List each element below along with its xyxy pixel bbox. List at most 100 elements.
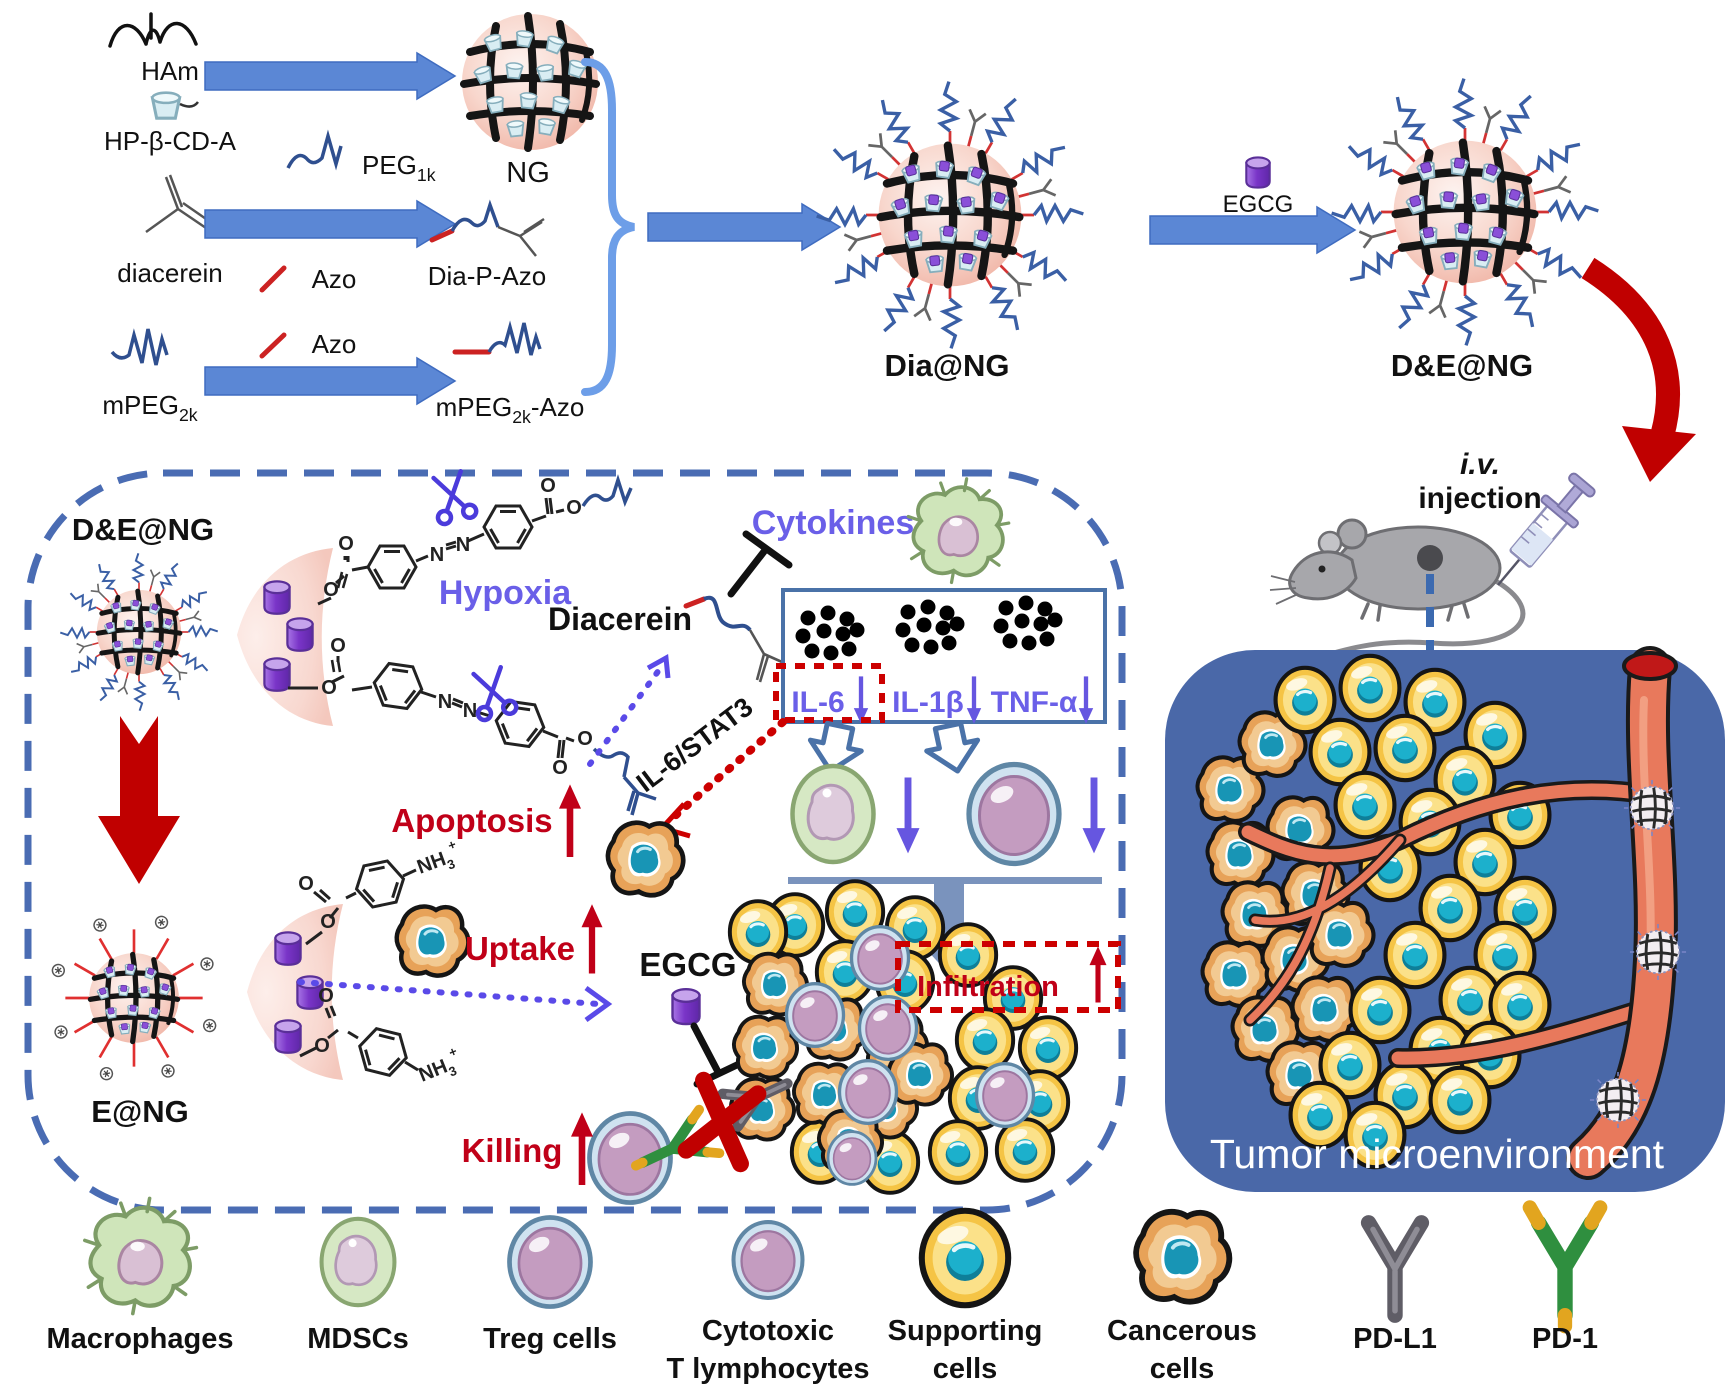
legend: Macrophages MDSCs Treg cells Cytotoxic T…: [47, 1198, 1601, 1385]
infiltration-box: [895, 941, 1121, 1013]
hollow-down-arrow: [923, 721, 983, 777]
up-arrow-icon: [1090, 946, 1107, 1002]
treg-cell: [826, 1130, 878, 1186]
tme-label: Tumor microenvironment: [1210, 1131, 1665, 1177]
dotted-arrow-to-egcg: [297, 979, 601, 1007]
supporting-cell: [1017, 1015, 1079, 1081]
ham-label: HAm: [141, 56, 199, 86]
cyclodextrin-cup-icon: [150, 91, 182, 120]
legend-cancerous-label-1: Cancerous: [1107, 1315, 1257, 1347]
down-arrow-icon: [897, 778, 920, 854]
legend-macrophages-label: Macrophages: [47, 1323, 234, 1355]
nanogel-in-vessel: [1622, 778, 1682, 838]
azobenzene-linker-top: O O N N O O: [317, 470, 633, 606]
mech-deng-nanogel: [60, 553, 217, 710]
legend-ctl-label-1: Cytotoxic: [702, 1315, 834, 1347]
mech-egcg-label: EGCG: [639, 946, 736, 983]
legend-supporting-label-1: Supporting: [888, 1315, 1043, 1347]
uptake-label: Uptake: [465, 930, 575, 967]
dia-p-azo-label: Dia-P-Azo: [428, 261, 546, 291]
legend-pd1-label: PD-1: [1532, 1323, 1598, 1355]
nanogel-in-vessel: [1628, 922, 1688, 982]
deng-label: D&E@NG: [1391, 348, 1533, 383]
red-down-arrow: [98, 716, 180, 884]
mechanism-dashed-border: [24, 469, 1126, 1214]
legend-pd1-icon: [1530, 1207, 1600, 1326]
egcg-in-cone: [263, 657, 291, 692]
treg-cell: [784, 981, 846, 1049]
mechanism-box: D&E@NG E@NG O O N N O O Hypoxia: [24, 469, 1126, 1214]
legend-ctl-icon: [734, 1222, 803, 1298]
synthesis-scheme: HAm HP-β-CD-A NG PEG1k diacerein Azo Dia…: [102, 12, 1696, 482]
supporting-cell: [1376, 716, 1435, 780]
mpeg2k-icon: [110, 328, 169, 366]
atom-o: O: [314, 1035, 330, 1057]
iv-injection-scene: i.v. injection: [1269, 448, 1596, 664]
eng-nanogel: [49, 913, 219, 1083]
diang-nanogel: [817, 82, 1084, 349]
dotted-arrowhead: [584, 985, 613, 1023]
atom-o: O: [577, 728, 593, 750]
mouse-icon: [1269, 518, 1526, 664]
ng-nanogel: [462, 14, 598, 150]
azobenzene-linker-bottom: O O N N O O: [288, 635, 657, 816]
treg-cell: [969, 765, 1059, 864]
down-arrow-icon: [1083, 778, 1106, 854]
infiltration-label: Infiltration: [917, 971, 1059, 1003]
apoptotic-cancer-cell: [608, 823, 683, 896]
tme-blood-vessel: [1238, 646, 1688, 1180]
mech-diacerein-label: Diacerein: [548, 601, 692, 637]
ham-icon: [108, 12, 198, 48]
arrow-egcg-to-deng: [1149, 205, 1357, 255]
azo-icon: [259, 265, 287, 293]
released-diacerein-molecule: [683, 595, 783, 683]
diang-label: Dia@NG: [885, 348, 1010, 383]
inhibition-bar-cytokines: [727, 530, 793, 598]
tnfa-label: TNF-α: [991, 686, 1078, 719]
nh3-label: NH3+: [412, 836, 465, 882]
merge-brace: [581, 58, 635, 396]
nh3-label: NH3+: [413, 1043, 466, 1090]
il6-label: IL-6: [791, 686, 844, 719]
injection-label: injection: [1418, 482, 1541, 515]
up-arrow-icon: [559, 784, 581, 857]
arrow-to-diang: [647, 202, 842, 252]
dia-p-azo-structure-icon: [429, 199, 545, 257]
azo-label-1: Azo: [312, 264, 357, 294]
legend-treg-icon: [510, 1217, 591, 1306]
supporting-cell: [927, 1119, 989, 1185]
atom-n: N: [438, 691, 452, 713]
killing-label: Killing: [462, 1132, 563, 1169]
iv-label: i.v.: [1460, 448, 1500, 481]
atom-o: O: [330, 635, 346, 657]
atom-o: O: [338, 533, 354, 555]
treg-cell: [857, 994, 919, 1062]
treg-cell: [974, 1061, 1036, 1129]
diacerein-label: diacerein: [117, 258, 223, 288]
mpeg2k-label: mPEG2k: [102, 390, 197, 425]
il6-stat3-label: IL-6/STAT3: [631, 692, 758, 798]
hpbcda-label: HP-β-CD-A: [104, 126, 237, 156]
atom-n: N: [430, 544, 444, 566]
tumor-microenvironment-box: Tumor microenvironment: [1165, 646, 1725, 1192]
azo-icon-2: [259, 332, 287, 359]
cyclodextrin-tail: [179, 101, 199, 108]
atom-n: N: [463, 700, 477, 722]
dotted-arrowhead: [646, 653, 671, 679]
atom-o: O: [552, 757, 568, 779]
treg-cell: [837, 1058, 899, 1126]
mdsc-cell: [793, 766, 874, 862]
arrow-mpeg-to-mpegazo: [204, 356, 457, 406]
release-cone-top: [237, 548, 333, 726]
egcg-icon: [1245, 156, 1271, 189]
egcg-in-cone: [263, 580, 291, 615]
legend-cancerous-label-2: cells: [1150, 1353, 1215, 1385]
atom-o: O: [318, 985, 334, 1007]
arrow-diacerein-to-diapazo: [204, 199, 457, 249]
supporting-cell: [1386, 923, 1445, 987]
legend-mdsc-icon: [322, 1219, 395, 1305]
nanogel-in-vessel: [1588, 1070, 1648, 1130]
mpeg2k-azo-structure-icon: [452, 320, 542, 356]
deng-nanogel: [1332, 79, 1599, 346]
